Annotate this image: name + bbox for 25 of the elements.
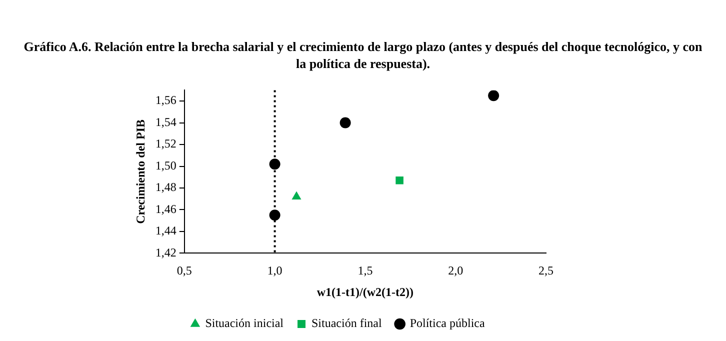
y-tick-label: 1,44 bbox=[155, 224, 176, 238]
point bbox=[340, 117, 351, 128]
legend-label: Situación inicial bbox=[205, 316, 284, 330]
x-axis-title: w1(1-t1)/(w2(1-t2)) bbox=[316, 284, 414, 299]
y-tick-label: 1,42 bbox=[155, 245, 176, 260]
point bbox=[292, 191, 302, 200]
chart-title: Gráfico A.6. Relación entre la brecha salarial y el crecimiento de largo plazo (antes y después del choque tecnológico, y con la política de respuesta). bbox=[22, 38, 704, 72]
y-tick-label: 1,52 bbox=[155, 136, 176, 151]
y-tick-label: 1,48 bbox=[155, 180, 176, 194]
x-tick-label: 2,5 bbox=[538, 264, 554, 278]
legend-label: Situación final bbox=[312, 316, 382, 330]
point bbox=[488, 90, 500, 102]
x-tick-label: 1,5 bbox=[358, 264, 373, 278]
x-tick-label: 1,0 bbox=[267, 264, 282, 278]
y-axis-title: Crecimiento del PIB bbox=[133, 119, 148, 224]
point bbox=[269, 158, 280, 170]
y-tick-label: 1,50 bbox=[155, 158, 176, 172]
y-tick-label: 1,54 bbox=[155, 114, 176, 129]
x-tick-label: 0,5 bbox=[176, 264, 192, 278]
legend-label: Política pública bbox=[410, 316, 486, 330]
x-tick-label: 2,0 bbox=[448, 264, 464, 278]
point bbox=[269, 210, 280, 221]
point bbox=[396, 176, 404, 184]
y-tick-label: 1,46 bbox=[155, 202, 176, 216]
y-tick-label: 1,56 bbox=[155, 93, 176, 108]
